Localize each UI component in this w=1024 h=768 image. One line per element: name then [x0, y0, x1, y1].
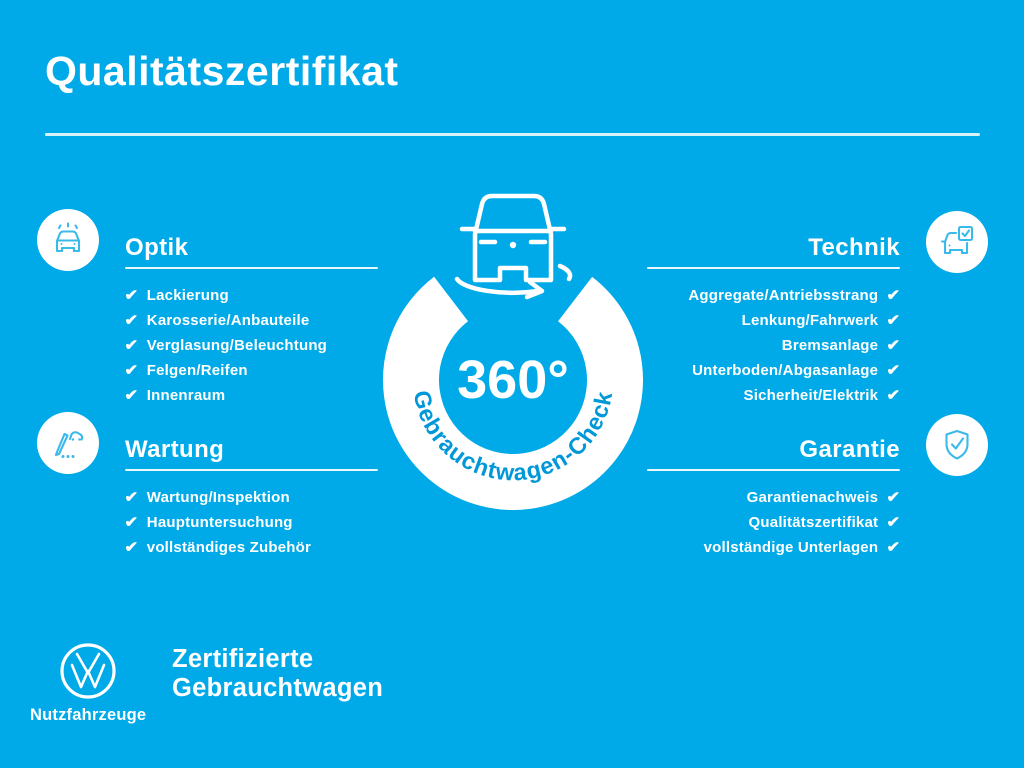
- checklist-item: ✔ Innenraum: [124, 385, 327, 405]
- checkmark-icon: ✔: [124, 312, 139, 329]
- checklist-item-label: Karosserie/Anbauteile: [146, 311, 310, 329]
- technik-checklist: Aggregate/Antriebsstrang ✔ Lenkung/Fahrwe…: [688, 285, 900, 405]
- checkmark-icon: ✔: [886, 337, 901, 354]
- car-checklist-icon: [940, 225, 974, 255]
- checklist-item-label: Unterboden/Abgasanlage: [692, 361, 879, 379]
- checkmark-icon: ✔: [124, 287, 139, 304]
- checklist-item-label: vollständige Unterlagen: [703, 538, 879, 556]
- checklist-item: ✔ Karosserie/Anbauteile: [124, 310, 327, 330]
- checklist-item: ✔ Lackierung: [124, 285, 327, 305]
- checkmark-icon: ✔: [886, 539, 901, 556]
- section-underline: [647, 469, 900, 471]
- page-title: Qualitätszertifikat: [45, 48, 399, 94]
- car-sparkle-icon: [55, 222, 81, 253]
- section-title-garantie: Garantie: [799, 436, 900, 463]
- wartung-checklist: ✔ Wartung/Inspektion ✔ Hauptuntersuchung ✔…: [124, 487, 312, 557]
- checklist-item: Aggregate/Antriebsstrang ✔: [688, 285, 900, 305]
- checklist-item: ✔ Verglasung/Beleuchtung: [124, 335, 328, 355]
- shield-check-icon: [945, 429, 969, 460]
- checkmark-icon: ✔: [886, 489, 901, 506]
- checkmark-icon: ✔: [886, 362, 901, 379]
- checklist-item-label: Verglasung/Beleuchtung: [146, 336, 328, 354]
- tagline-line-1: Zertifizierte: [172, 645, 314, 673]
- checklist-item: Unterboden/Abgasanlage ✔: [692, 360, 900, 380]
- technik-icon-circle: [926, 211, 988, 273]
- checkmark-icon: ✔: [124, 362, 139, 379]
- checklist-item: ✔ Felgen/Reifen: [124, 360, 327, 380]
- garantie-icon-circle: [926, 414, 988, 476]
- checklist-item: ✔ Hauptuntersuchung: [124, 512, 311, 532]
- checklist-item-label: Garantienachweis: [746, 488, 879, 506]
- wartung-icon-circle: [37, 412, 99, 474]
- footer-tagline: Zertifizierte Gebrauchtwagen: [172, 645, 383, 703]
- checklist-item: ✔ vollständiges Zubehör: [124, 537, 312, 557]
- checklist-item-label: Felgen/Reifen: [146, 361, 248, 379]
- checklist-item: ✔ Wartung/Inspektion: [124, 487, 311, 507]
- section-underline: [125, 267, 378, 269]
- section-title-wartung: Wartung: [125, 436, 225, 463]
- checkmark-icon: ✔: [124, 539, 139, 556]
- checkmark-icon: ✔: [124, 337, 139, 354]
- checklist-item-label: vollständiges Zubehör: [146, 538, 312, 556]
- garantie-checklist: Garantienachweis ✔ Qualitätszertifikat ✔ v…: [703, 487, 901, 557]
- checkmark-icon: ✔: [124, 489, 139, 506]
- brand-name: Nutzfahrzeuge: [30, 706, 147, 724]
- section-underline: [647, 267, 900, 269]
- checklist-item-label: Lenkung/Fahrwerk: [741, 311, 879, 329]
- checkmark-icon: ✔: [124, 387, 139, 404]
- checkmark-icon: ✔: [886, 387, 901, 404]
- checklist-item: vollständige Unterlagen ✔: [703, 537, 901, 557]
- optik-checklist: ✔ Lackierung ✔ Karosserie/Anbauteile ✔ Verg…: [124, 285, 328, 405]
- 360-check-badge: 360° Gebrauchtwagen-Check: [378, 182, 648, 514]
- vw-logo: [60, 643, 116, 699]
- checklist-item-label: Wartung/Inspektion: [146, 488, 290, 506]
- section-underline: [125, 469, 378, 471]
- checklist-item: Lenkung/Fahrwerk ✔: [741, 310, 901, 330]
- checklist-item-label: Innenraum: [146, 386, 226, 404]
- checkmark-icon: ✔: [124, 514, 139, 531]
- section-title-technik: Technik: [808, 234, 900, 261]
- checklist-item: Sicherheit/Elektrik ✔: [743, 385, 901, 405]
- title-divider: [45, 133, 980, 136]
- pen-service-icon: [54, 431, 84, 458]
- section-title-optik: Optik: [125, 234, 189, 261]
- van-360-rotation-icon: [454, 193, 573, 300]
- checklist-item-label: Hauptuntersuchung: [146, 513, 293, 531]
- checklist-item-label: Sicherheit/Elektrik: [743, 386, 879, 404]
- tagline-line-2: Gebrauchtwagen: [172, 674, 384, 702]
- checklist-item: Bremsanlage ✔: [781, 335, 901, 355]
- checkmark-icon: ✔: [886, 312, 901, 329]
- optik-icon-circle: [37, 209, 99, 271]
- checklist-item-label: Qualitätszertifikat: [748, 513, 879, 531]
- checklist-item: Garantienachweis ✔: [746, 487, 901, 507]
- checklist-item-label: Aggregate/Antriebsstrang: [688, 286, 879, 304]
- checklist-item-label: Bremsanlage: [781, 336, 879, 354]
- badge-ring: [383, 250, 643, 510]
- checkmark-icon: ✔: [886, 287, 901, 304]
- badge-value: 360°: [457, 350, 569, 410]
- checkmark-icon: ✔: [886, 514, 901, 531]
- checklist-item: Qualitätszertifikat ✔: [748, 512, 901, 532]
- 360-badge-graphic: 360° Gebrauchtwagen-Check: [383, 193, 643, 510]
- checklist-item-label: Lackierung: [146, 286, 229, 304]
